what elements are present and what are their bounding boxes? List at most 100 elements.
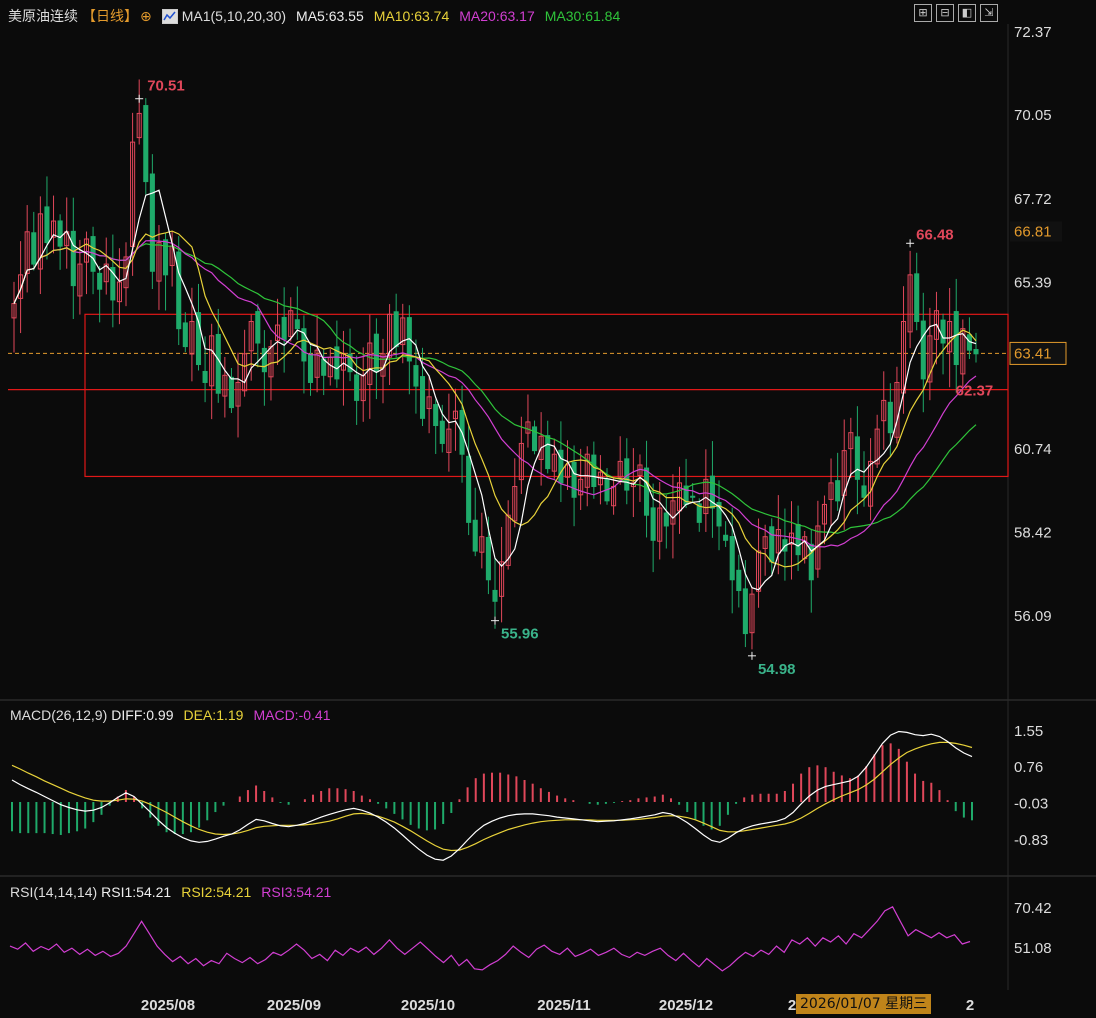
candle-body — [960, 328, 966, 375]
symbol-name[interactable]: 美原油连续 — [8, 8, 78, 24]
candle-body — [854, 436, 860, 480]
candle-body — [452, 410, 459, 420]
candle-body — [50, 220, 57, 238]
ma20-line — [13, 239, 977, 548]
candle-body — [821, 503, 827, 525]
x-tick-clipped: 2 — [966, 997, 974, 1014]
candle-body — [400, 317, 406, 346]
candle-body — [538, 435, 544, 461]
fullscreen-icon[interactable]: ◧ — [958, 4, 976, 22]
candle-body — [874, 428, 880, 465]
candle-body — [703, 478, 709, 515]
candle-body — [729, 536, 735, 581]
candle-body — [578, 478, 584, 496]
candle-body — [156, 242, 162, 282]
candle-body — [439, 420, 445, 444]
candle-body — [189, 320, 195, 355]
candle-body — [24, 231, 30, 274]
candle-body — [209, 335, 215, 387]
candle-body — [828, 482, 834, 500]
candle-body — [558, 449, 564, 484]
candle-body — [195, 312, 202, 366]
candle-body — [202, 370, 208, 383]
candle-body — [531, 426, 538, 452]
candle-body — [868, 460, 874, 507]
candle-body — [176, 251, 182, 330]
candle-body — [288, 310, 294, 337]
candle-body — [907, 274, 913, 333]
candle-body — [301, 328, 307, 362]
candle-body — [848, 432, 854, 450]
candle-body — [499, 561, 505, 597]
macd-value: MACD:-0.41 — [253, 707, 331, 723]
dea-value: DEA:1.19 — [183, 707, 244, 723]
x-tick-label: 2025/12 — [659, 997, 713, 1014]
candle-body — [914, 273, 920, 322]
crosshair-circle-icon[interactable]: ⊕ — [140, 7, 152, 24]
candle-body — [505, 514, 511, 566]
expand-icon[interactable]: ⊟ — [936, 4, 954, 22]
candle-body — [670, 500, 676, 525]
candle-body — [927, 335, 933, 383]
crosshair-date-tip: 2026/01/07 星期三 — [796, 994, 932, 1014]
candle-body — [275, 324, 281, 342]
extreme-price-label: 55.96 — [501, 626, 539, 643]
candle-body — [419, 376, 426, 419]
candle-body — [18, 274, 24, 299]
candle-body — [617, 460, 623, 478]
grid-icon[interactable]: ⊞ — [914, 4, 932, 22]
candle-body — [756, 550, 762, 592]
candle-body — [525, 421, 531, 434]
y-tick-label: 70.05 — [1014, 107, 1052, 124]
period-label[interactable]: 【日线】 — [82, 8, 138, 24]
candle-body — [446, 428, 452, 453]
candle-body — [518, 442, 524, 481]
x-tick-label: 2025/09 — [267, 997, 321, 1014]
candle-body — [723, 534, 729, 541]
candle-body — [696, 503, 702, 523]
candle-body — [347, 353, 353, 373]
candle-body — [742, 588, 748, 635]
candle-body — [143, 105, 149, 183]
current-price-tag-bg — [1009, 341, 1067, 365]
candle-body — [393, 311, 399, 348]
current-price-tag: 63.41 — [1014, 345, 1052, 362]
x-tick-clipped: 2 — [788, 997, 796, 1014]
chart-icon[interactable] — [161, 8, 178, 24]
candle-body — [77, 263, 83, 297]
macd-y-tick: 0.76 — [1014, 759, 1043, 776]
ma5-line — [13, 189, 977, 591]
candle-body — [564, 464, 571, 478]
candle-body — [492, 589, 498, 602]
candle-body — [294, 319, 300, 330]
candle-body — [307, 353, 314, 383]
candle-body — [31, 232, 37, 265]
candle-body — [222, 374, 228, 397]
ma10-value: MA10:63.74 — [373, 8, 450, 24]
candle-body — [255, 311, 261, 344]
macd-header: MACD(26,12,9) DIFF:0.99 DEA:1.19 MACD:-0… — [10, 705, 330, 725]
diff-value: DIFF:0.99 — [111, 707, 174, 723]
candle-body — [228, 376, 234, 409]
candle-body — [426, 396, 432, 410]
candle-body — [387, 313, 393, 358]
candle-body — [215, 333, 221, 394]
candle-body — [44, 206, 50, 244]
candle-body — [57, 220, 63, 247]
export-icon[interactable]: ⇲ — [980, 4, 998, 22]
macd-y-tick: 1.55 — [1014, 723, 1043, 740]
candle-body — [775, 529, 781, 554]
main-indicator-header: 美原油连续 【日线】 ⊕ MA1(5,10,20,30) MA5:63.55 M… — [8, 6, 620, 26]
candle-body — [663, 512, 669, 527]
candle-body — [657, 507, 663, 542]
ma20-value: MA20:63.17 — [459, 8, 535, 24]
y-tick-label: 58.42 — [1014, 524, 1052, 541]
candle-body — [485, 536, 491, 581]
candle-body — [103, 263, 109, 283]
y-tick-label: 56.09 — [1014, 608, 1052, 625]
candle-body — [83, 238, 90, 263]
candle-body — [116, 281, 122, 303]
extreme-price-label: 62.37 — [956, 383, 994, 400]
candle-body — [690, 495, 696, 498]
